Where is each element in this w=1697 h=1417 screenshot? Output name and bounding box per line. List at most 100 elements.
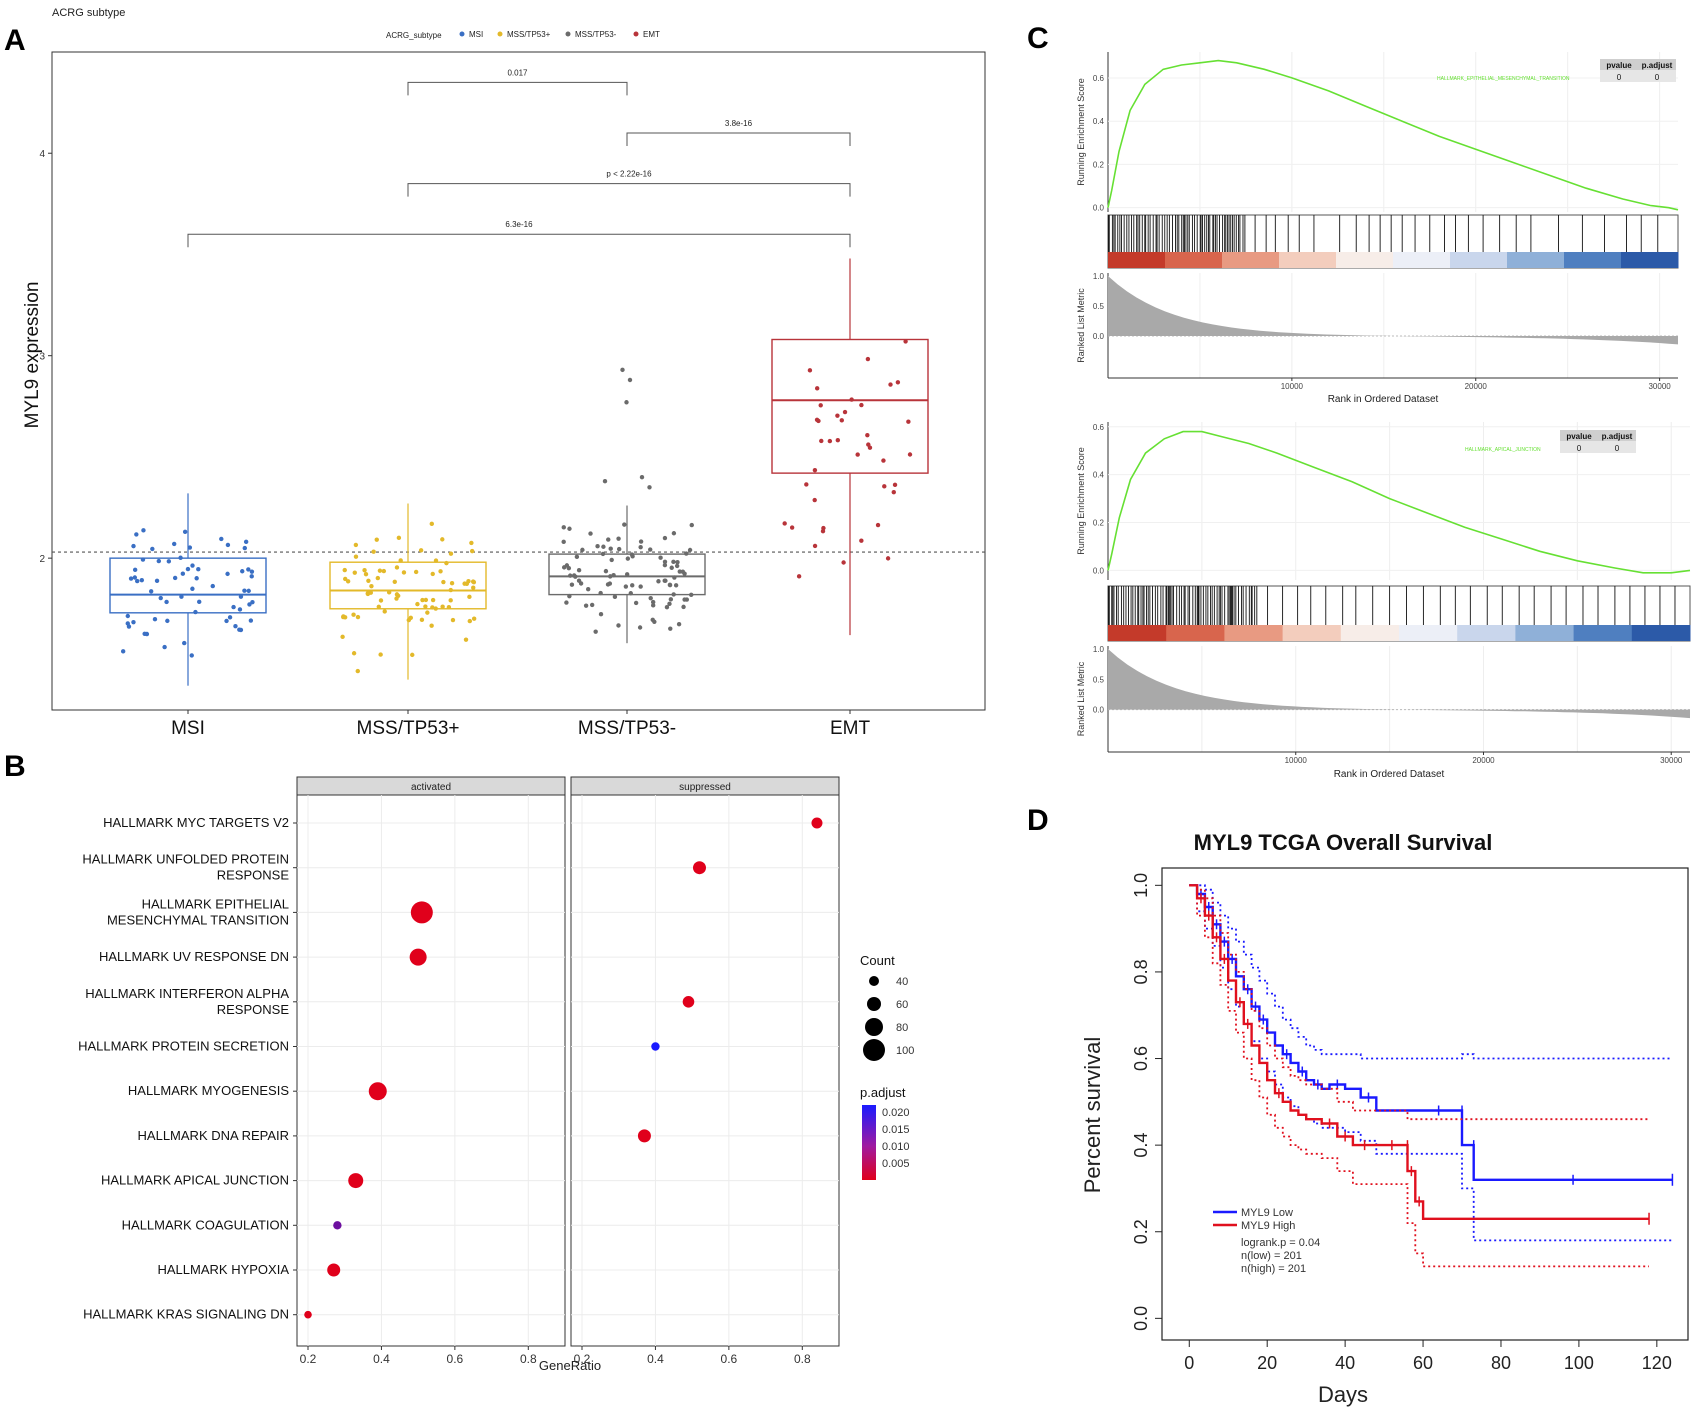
data-point (469, 540, 474, 546)
table-header: p.adjust (1602, 432, 1633, 441)
table-pvalue: 0 (1577, 444, 1582, 453)
es-tick-label: 0.2 (1093, 519, 1105, 528)
data-point (849, 397, 854, 402)
pathway-label: HALLMARK APICAL JUNCTION (101, 1173, 289, 1188)
data-point (804, 482, 809, 487)
data-point (576, 567, 582, 573)
data-point (341, 614, 346, 619)
table-padjust: 0 (1615, 444, 1620, 453)
ci-upper (1189, 884, 1673, 1060)
data-point (219, 536, 224, 542)
data-point (418, 548, 424, 553)
pathway-label: HALLMARK UNFOLDED PROTEIN RESPONSE (82, 852, 289, 883)
data-point (190, 563, 195, 568)
data-point (430, 571, 435, 577)
data-point (441, 579, 446, 585)
y-tick-label: 0.0 (1131, 1306, 1151, 1331)
data-point (603, 568, 609, 574)
data-point (433, 558, 439, 563)
data-point (656, 579, 661, 584)
box-2 (548, 553, 706, 596)
y-tick-label: 3 (39, 352, 45, 363)
data-point (571, 573, 577, 578)
dot-point (651, 1042, 660, 1051)
data-point (895, 380, 901, 385)
data-point (668, 597, 674, 602)
data-point (812, 543, 818, 549)
data-point (125, 613, 130, 619)
data-point (881, 458, 886, 463)
data-point (134, 532, 139, 537)
color-legend-label: 0.020 (882, 1107, 910, 1119)
dot-point (348, 1173, 364, 1189)
data-point (150, 546, 155, 552)
pathway-label-line: HALLMARK EPITHELIAL (142, 896, 289, 911)
data-point (796, 574, 802, 579)
survival-curve (1189, 884, 1673, 1181)
pathway-label: HALLMARK DNA REPAIR (138, 1128, 289, 1143)
data-point (566, 565, 572, 571)
data-point (687, 547, 693, 553)
data-point (448, 587, 453, 593)
data-point (891, 489, 896, 495)
rank-tick-label: 1.0 (1093, 272, 1105, 281)
data-point (637, 625, 643, 630)
data-point (433, 606, 438, 611)
data-point (882, 484, 887, 489)
x-tick-label: 0.6 (721, 1352, 738, 1366)
data-point (463, 637, 469, 642)
rank-xlabel: Rank in Ordered Dataset (1328, 394, 1439, 405)
pathway-label: HALLMARK INTERFERON ALPHA RESPONSE (85, 986, 289, 1017)
data-point (362, 568, 367, 573)
rank-ylabel: Ranked List Metric (1076, 661, 1086, 736)
comparison-bracket (626, 132, 851, 146)
data-point (179, 594, 184, 599)
pathway-label: HALLMARK PROTEIN SECRETION (78, 1039, 289, 1054)
data-point (593, 629, 598, 634)
data-point (658, 555, 663, 560)
data-point (378, 652, 383, 657)
data-point (652, 619, 657, 624)
data-point (131, 619, 136, 625)
data-point (353, 554, 359, 559)
data-point (178, 555, 183, 560)
data-point (193, 609, 198, 615)
data-point (190, 586, 195, 591)
data-point (561, 525, 566, 530)
data-point (154, 578, 160, 584)
dot-point (333, 1221, 342, 1230)
rank-color-segment (1621, 252, 1679, 268)
data-point (425, 610, 430, 615)
data-point (141, 528, 146, 533)
data-point (821, 525, 826, 531)
data-point (625, 556, 631, 561)
data-point (807, 368, 813, 373)
data-point (342, 567, 347, 573)
color-legend-label: 0.010 (882, 1141, 910, 1153)
data-point (375, 575, 381, 581)
data-point (607, 581, 613, 586)
table-body-bg (1600, 70, 1676, 82)
box-3 (771, 338, 929, 474)
panel-d: D MYL9 TCGA Overall Survival Days Percen… (1027, 804, 1689, 1407)
table-header: p.adjust (1642, 61, 1673, 70)
pathway-label-line: HALLMARK UNFOLDED PROTEIN (82, 852, 289, 867)
data-point (381, 568, 387, 574)
data-point (182, 529, 188, 535)
pathway-label-line: MESENCHYMAL TRANSITION (107, 912, 289, 927)
box-1 (329, 561, 487, 610)
x-tick-label: 0.2 (574, 1352, 591, 1366)
data-point (569, 582, 575, 587)
data-point (671, 559, 676, 565)
comparison-bracket (187, 233, 851, 248)
comparison-label: 0.017 (507, 68, 528, 77)
data-point (835, 437, 841, 443)
panel-d-xlabel: Days (1318, 1382, 1368, 1407)
plot-frame (1161, 867, 1689, 1341)
data-point (148, 589, 154, 594)
data-point (401, 570, 407, 575)
data-point (187, 545, 193, 550)
table-header: pvalue (1566, 432, 1592, 441)
data-point (669, 565, 674, 570)
comparison-bracket (407, 183, 851, 197)
